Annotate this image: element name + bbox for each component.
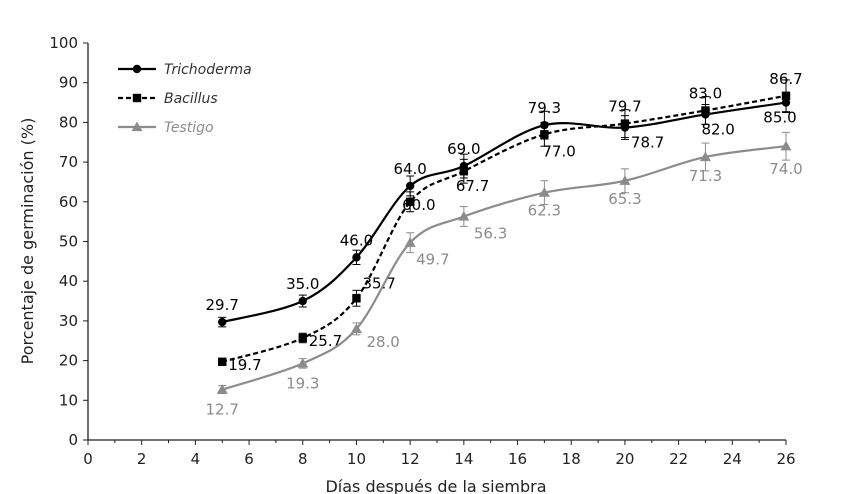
data-point [459, 167, 469, 176]
series-layer: 29.735.046.064.069.079.378.782.085.019.7… [206, 70, 803, 419]
x-tick-label: 24 [723, 450, 742, 468]
data-label: 79.7 [608, 98, 641, 116]
legend-label: Trichoderma [164, 62, 252, 78]
x-tick-label: 6 [244, 450, 254, 468]
y-tick-label: 60 [59, 193, 78, 211]
legend-item-trichoderma: Trichoderma [118, 62, 252, 78]
y-tick-label: 50 [59, 233, 78, 251]
data-label: 19.7 [228, 356, 261, 374]
data-point [350, 323, 362, 333]
data-point [780, 140, 792, 151]
data-label: 29.7 [206, 296, 239, 314]
x-tick-label: 18 [562, 450, 581, 468]
x-tick-label: 16 [508, 450, 527, 468]
data-label: 19.3 [286, 374, 319, 392]
x-tick-label: 8 [298, 450, 308, 468]
data-point [540, 130, 549, 139]
legend-marker [132, 64, 142, 74]
data-point [218, 357, 227, 366]
data-label: 35.0 [286, 275, 319, 293]
data-label: 74.0 [769, 160, 802, 178]
y-tick-label: 20 [59, 352, 78, 370]
data-label: 78.7 [631, 134, 664, 152]
data-label: 79.3 [528, 99, 561, 117]
data-point [405, 197, 415, 206]
data-point [405, 181, 415, 191]
data-label: 49.7 [416, 251, 449, 269]
data-point [216, 384, 228, 394]
data-label: 64.0 [393, 160, 426, 178]
data-label: 60.0 [402, 196, 435, 214]
legend: Trichoderma Bacillus Testigo [118, 62, 252, 136]
data-label: 85.0 [763, 109, 796, 127]
data-label: 25.7 [309, 332, 342, 350]
y-tick-label: 30 [59, 312, 78, 330]
legend-item-bacillus: Bacillus [118, 91, 218, 107]
data-point [218, 317, 227, 327]
y-tick-label: 70 [59, 153, 78, 171]
x-tick-label: 22 [669, 450, 688, 468]
data-label: 62.3 [528, 202, 561, 220]
series-bacillus: 19.7 25.7 35.7 60.0 67.7 77.0 79.7 83.0 86.7 [218, 70, 803, 374]
data-point [781, 91, 791, 101]
y-tick-label: 100 [49, 34, 78, 52]
data-point [352, 294, 361, 303]
data-point [404, 237, 416, 247]
data-label: 86.7 [769, 70, 802, 88]
y-tick-label: 0 [68, 431, 78, 449]
x-tick-label: 26 [776, 450, 795, 468]
data-label: 46.0 [340, 231, 373, 249]
data-label: 56.3 [474, 224, 507, 242]
data-point [352, 253, 361, 262]
x-tick-label: 12 [401, 450, 420, 468]
y-tick-label: 90 [59, 74, 78, 92]
data-point [297, 357, 309, 368]
data-label: 28.0 [366, 333, 399, 351]
legend-marker [131, 121, 143, 132]
y-axis-title: Porcentaje de germinación (%) [18, 118, 37, 365]
data-point [619, 175, 631, 185]
data-label: 71.3 [689, 167, 722, 185]
x-tick-label: 2 [137, 450, 147, 468]
x-tick-label: 0 [83, 450, 93, 468]
data-point [701, 106, 710, 115]
data-label: 82.0 [701, 120, 734, 138]
y-tick-label: 40 [59, 272, 78, 290]
data-point [699, 151, 711, 162]
data-label: 83.0 [689, 84, 722, 102]
x-tick-label: 14 [454, 450, 473, 468]
data-point [620, 119, 630, 128]
data-point [298, 333, 307, 343]
data-label: 12.7 [206, 401, 239, 419]
data-label: 35.7 [362, 274, 395, 292]
legend-label: Testigo [164, 120, 214, 136]
legend-label: Bacillus [164, 91, 218, 107]
series-trichoderma: 29.7 35.0 46.0 64.0 69.0 79.3 78.7 82.0 85.0 [206, 92, 797, 328]
x-tick-label: 4 [191, 450, 201, 468]
y-tick-label: 10 [59, 391, 78, 409]
data-point [298, 296, 307, 306]
data-point [458, 210, 470, 221]
series-testigo: 12.7 19.3 28.0 49.7 56.3 62.3 65.3 71.3 74.0 [206, 131, 803, 419]
data-point [538, 187, 550, 197]
x-tick-label: 10 [347, 450, 366, 468]
data-label: 65.3 [608, 190, 641, 208]
y-tick-label: 80 [59, 113, 78, 131]
data-label: 67.7 [456, 177, 489, 195]
legend-item-testigo: Testigo [118, 120, 214, 136]
data-label: 77.0 [542, 142, 575, 160]
legend-marker [132, 93, 142, 103]
x-tick-label: 20 [615, 450, 634, 468]
data-label: 69.0 [447, 140, 480, 158]
x-axis-title: Días después de la siembra [325, 477, 546, 494]
